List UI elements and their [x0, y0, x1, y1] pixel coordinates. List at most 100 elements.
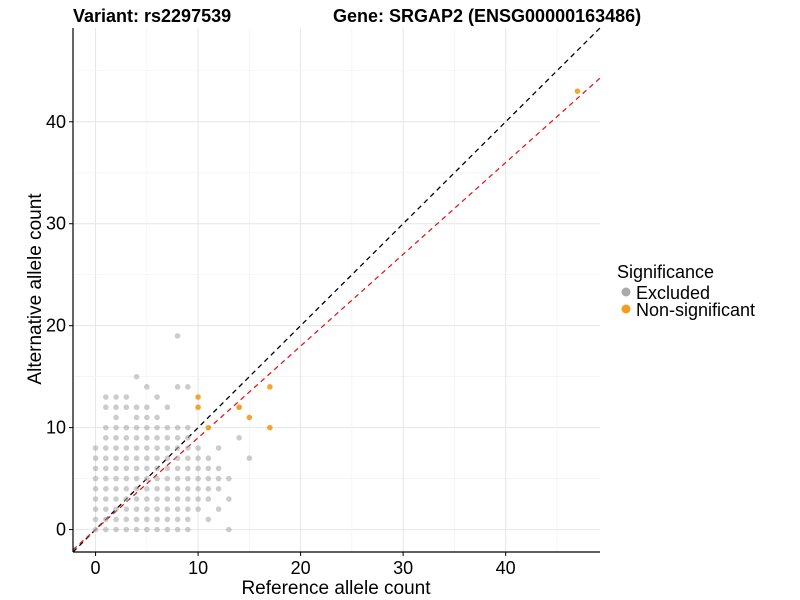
point-excluded [154, 526, 160, 533]
point-excluded [164, 475, 171, 482]
point-excluded [174, 465, 181, 472]
point-excluded [205, 496, 212, 502]
point-excluded [113, 526, 119, 533]
point-excluded [144, 485, 150, 492]
data-points [92, 88, 581, 533]
point-excluded [215, 485, 222, 492]
point-excluded [133, 424, 140, 431]
point-excluded [226, 496, 232, 502]
point-excluded [113, 394, 119, 400]
point-excluded [144, 506, 150, 512]
point-excluded [144, 526, 150, 533]
point-excluded [185, 506, 191, 512]
point-excluded [103, 475, 109, 482]
point-excluded [185, 455, 191, 462]
point-excluded [154, 475, 160, 482]
point-excluded [123, 485, 130, 492]
point-excluded [164, 506, 171, 512]
point-excluded [174, 526, 181, 533]
point-excluded [113, 455, 119, 462]
point-excluded [205, 475, 212, 482]
point-excluded [103, 394, 109, 400]
legend-key-excluded [621, 287, 631, 297]
point-excluded [215, 475, 222, 482]
point-excluded [164, 526, 171, 533]
chart-title-variant: Variant: rs2297539 [73, 6, 231, 26]
point-excluded [133, 435, 140, 441]
point-excluded [133, 455, 140, 462]
point-excluded [133, 516, 140, 523]
point-excluded [195, 475, 201, 482]
point-excluded [92, 526, 99, 533]
point-excluded [195, 485, 201, 492]
point-excluded [113, 485, 119, 492]
point-excluded [144, 414, 150, 421]
point-excluded [174, 424, 181, 431]
point-excluded [133, 506, 140, 512]
point-excluded [123, 506, 130, 512]
point-excluded [123, 424, 130, 431]
point-excluded [205, 465, 212, 472]
point-excluded [92, 445, 99, 451]
point-excluded [154, 465, 160, 472]
point-excluded [195, 506, 201, 512]
point-excluded [92, 516, 99, 523]
point-excluded [164, 455, 171, 462]
point-excluded [246, 455, 253, 462]
point-excluded [195, 496, 201, 502]
y-tick-label: 20 [46, 316, 66, 336]
point-excluded [164, 435, 171, 441]
point-excluded [154, 435, 160, 441]
point-excluded [103, 435, 109, 441]
point-excluded [195, 445, 201, 451]
x-tick-label: 40 [496, 558, 516, 578]
point-excluded [144, 424, 150, 431]
point-excluded [185, 496, 191, 502]
point-excluded [174, 455, 181, 462]
point-excluded [164, 404, 171, 411]
grid-lines [73, 28, 600, 552]
point-excluded [133, 445, 140, 451]
point-non-significant [574, 88, 581, 95]
point-non-significant [195, 404, 201, 411]
point-excluded [123, 445, 130, 451]
point-excluded [103, 404, 109, 411]
point-excluded [154, 455, 160, 462]
y-tick-label: 0 [56, 520, 66, 540]
point-excluded [133, 404, 140, 411]
point-excluded [226, 526, 232, 533]
point-excluded [195, 455, 201, 462]
point-excluded [103, 506, 109, 512]
point-excluded [185, 424, 191, 431]
point-excluded [103, 455, 109, 462]
point-excluded [205, 485, 212, 492]
point-excluded [92, 485, 99, 492]
point-excluded [154, 394, 160, 400]
point-excluded [185, 465, 191, 472]
point-excluded [154, 506, 160, 512]
x-tick-label: 0 [91, 558, 101, 578]
point-non-significant [246, 414, 253, 421]
point-excluded [144, 475, 150, 482]
point-excluded [174, 485, 181, 492]
point-excluded [123, 455, 130, 462]
reference-lines [72, 27, 601, 553]
point-excluded [103, 465, 109, 472]
point-excluded [123, 526, 130, 533]
point-excluded [113, 424, 119, 431]
point-excluded [185, 526, 191, 533]
point-excluded [195, 465, 201, 472]
point-excluded [174, 435, 181, 441]
point-excluded [133, 526, 140, 533]
point-excluded [133, 485, 140, 492]
x-axis-ticks: 0 10 20 30 40 [91, 552, 516, 578]
point-excluded [113, 475, 119, 482]
point-excluded [92, 496, 99, 502]
point-excluded [133, 373, 140, 380]
point-excluded [123, 496, 130, 502]
point-excluded [144, 384, 150, 390]
point-excluded [92, 475, 99, 482]
point-excluded [92, 465, 99, 472]
point-excluded [236, 435, 242, 441]
